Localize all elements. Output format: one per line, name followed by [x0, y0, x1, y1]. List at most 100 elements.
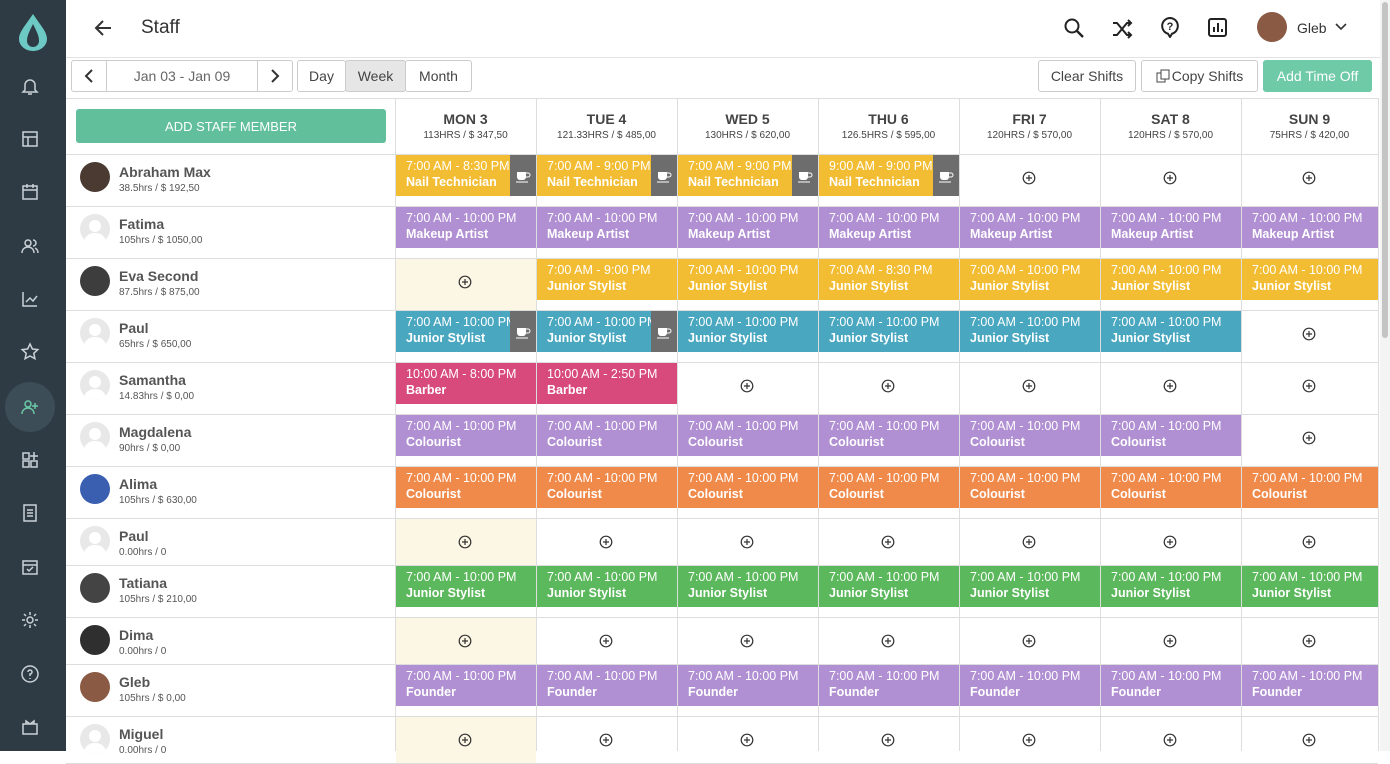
add-shift[interactable] [1302, 171, 1316, 185]
add-shift[interactable] [740, 634, 754, 648]
view-button[interactable]: Day [297, 60, 346, 92]
add-shift[interactable] [599, 634, 613, 648]
shift[interactable]: 7:00 AM - 10:00 PM Junior Stylist [1242, 259, 1378, 300]
shift[interactable]: 7:00 AM - 10:00 PM Colourist [537, 467, 677, 508]
help-icon[interactable]: ? [1159, 16, 1181, 38]
shift[interactable]: 7:00 AM - 10:00 PM Colourist [1242, 467, 1378, 508]
shift[interactable]: 10:00 AM - 8:00 PM Barber [396, 363, 536, 404]
add-shift[interactable] [740, 535, 754, 549]
add-shift[interactable] [740, 733, 754, 747]
shift[interactable]: 7:00 AM - 10:00 PM Junior Stylist [678, 566, 818, 607]
action-button[interactable]: Copy Shifts [1141, 60, 1258, 92]
add-shift[interactable] [599, 733, 613, 747]
add-shift[interactable] [1163, 634, 1177, 648]
nav-icon[interactable] [20, 236, 40, 256]
break-icon[interactable] [933, 155, 959, 196]
shuffle-icon[interactable] [1111, 18, 1133, 40]
shift[interactable]: 7:00 AM - 10:00 PM Founder [819, 665, 959, 706]
nav-icon[interactable] [20, 397, 40, 417]
add-shift[interactable] [599, 535, 613, 549]
add-shift[interactable] [1302, 379, 1316, 393]
add-shift[interactable] [1022, 379, 1036, 393]
user-avatar[interactable] [1257, 12, 1287, 42]
shift[interactable]: 7:00 AM - 10:00 PM Colourist [819, 467, 959, 508]
shift[interactable]: 7:00 AM - 10:00 PM Founder [960, 665, 1100, 706]
nav-icon[interactable] [20, 610, 40, 630]
nav-icon[interactable] [20, 450, 40, 470]
shift[interactable]: 7:00 AM - 10:00 PM Junior Stylist [1101, 566, 1241, 607]
nav-icon[interactable] [20, 503, 40, 523]
add-shift[interactable] [1302, 733, 1316, 747]
add-shift[interactable] [1163, 535, 1177, 549]
shift[interactable]: 7:00 AM - 10:00 PM Colourist [678, 467, 818, 508]
add-shift[interactable] [1022, 733, 1036, 747]
add-shift[interactable] [1163, 379, 1177, 393]
shift[interactable]: 7:00 AM - 10:00 PM Junior Stylist [678, 259, 818, 300]
add-shift[interactable] [881, 733, 895, 747]
shift[interactable]: 7:00 AM - 9:00 PM Junior Stylist [537, 259, 677, 300]
shift[interactable]: 7:00 AM - 10:00 PM Junior Stylist [960, 311, 1100, 352]
break-icon[interactable] [510, 155, 536, 196]
shift[interactable]: 7:00 AM - 8:30 PM Junior Stylist [819, 259, 959, 300]
shift[interactable]: 7:00 AM - 10:00 PM Colourist [1101, 415, 1241, 456]
nav-icon[interactable] [20, 557, 40, 577]
nav-icon[interactable] [20, 342, 40, 362]
add-shift[interactable] [458, 275, 472, 289]
view-button[interactable]: Week [345, 60, 406, 92]
add-shift[interactable] [1302, 327, 1316, 341]
report-icon[interactable] [1207, 17, 1229, 39]
shift[interactable]: 10:00 AM - 2:50 PM Barber [537, 363, 677, 404]
search-icon[interactable] [1063, 17, 1085, 39]
next-button[interactable] [257, 60, 293, 92]
break-icon[interactable] [651, 311, 677, 352]
add-shift[interactable] [881, 634, 895, 648]
scroll-thumb[interactable] [1382, 2, 1388, 338]
add-shift[interactable] [881, 379, 895, 393]
add-shift[interactable] [1022, 535, 1036, 549]
shift[interactable]: 7:00 AM - 10:00 PM Colourist [960, 467, 1100, 508]
break-icon[interactable] [510, 311, 536, 352]
shift[interactable]: 7:00 AM - 10:00 PM Colourist [678, 415, 818, 456]
add-shift[interactable] [458, 733, 472, 747]
break-icon[interactable] [792, 155, 818, 196]
shift[interactable]: 7:00 AM - 10:00 PM Makeup Artist [1242, 207, 1378, 248]
shift[interactable]: 7:00 AM - 10:00 PM Makeup Artist [678, 207, 818, 248]
shift[interactable]: 7:00 AM - 10:00 PM Colourist [960, 415, 1100, 456]
shift[interactable]: 7:00 AM - 10:00 PM Colourist [396, 415, 536, 456]
shift[interactable]: 7:00 AM - 10:00 PM Colourist [396, 467, 536, 508]
shift[interactable]: 7:00 AM - 10:00 PM Junior Stylist [537, 566, 677, 607]
shift[interactable]: 7:00 AM - 10:00 PM Founder [678, 665, 818, 706]
prev-button[interactable] [71, 60, 107, 92]
shift[interactable]: 7:00 AM - 10:00 PM Colourist [1101, 467, 1241, 508]
add-shift[interactable] [740, 379, 754, 393]
add-shift[interactable] [1022, 634, 1036, 648]
shift[interactable]: 7:00 AM - 10:00 PM Junior Stylist [1242, 566, 1378, 607]
add-shift[interactable] [1022, 171, 1036, 185]
shift[interactable]: 7:00 AM - 10:00 PM Makeup Artist [396, 207, 536, 248]
add-shift[interactable] [881, 535, 895, 549]
shift[interactable]: 7:00 AM - 10:00 PM Junior Stylist [1101, 259, 1241, 300]
shift[interactable]: 7:00 AM - 10:00 PM Junior Stylist [819, 311, 959, 352]
shift[interactable]: 7:00 AM - 10:00 PM Junior Stylist [960, 259, 1100, 300]
add-shift[interactable] [1302, 431, 1316, 445]
shift[interactable]: 7:00 AM - 10:00 PM Makeup Artist [537, 207, 677, 248]
view-button[interactable]: Month [405, 60, 472, 92]
shift[interactable]: 7:00 AM - 10:00 PM Junior Stylist [960, 566, 1100, 607]
shift[interactable]: 7:00 AM - 10:00 PM Junior Stylist [396, 566, 536, 607]
action-button[interactable]: Clear Shifts [1038, 60, 1136, 92]
shift[interactable]: 7:00 AM - 10:00 PM Makeup Artist [1101, 207, 1241, 248]
nav-icon[interactable] [20, 717, 40, 737]
nav-icon[interactable] [20, 664, 40, 684]
user-name[interactable]: Gleb [1297, 20, 1327, 36]
shift[interactable]: 7:00 AM - 10:00 PM Makeup Artist [819, 207, 959, 248]
add-shift[interactable] [458, 535, 472, 549]
nav-icon[interactable] [20, 76, 40, 96]
add-shift[interactable] [458, 634, 472, 648]
nav-icon[interactable] [20, 129, 40, 149]
shift[interactable]: 7:00 AM - 10:00 PM Junior Stylist [678, 311, 818, 352]
nav-icon[interactable] [20, 289, 40, 309]
shift[interactable]: 7:00 AM - 10:00 PM Founder [1242, 665, 1378, 706]
date-range[interactable]: Jan 03 - Jan 09 [106, 60, 258, 92]
shift[interactable]: 7:00 AM - 10:00 PM Founder [396, 665, 536, 706]
action-button[interactable]: Add Time Off [1263, 60, 1372, 92]
